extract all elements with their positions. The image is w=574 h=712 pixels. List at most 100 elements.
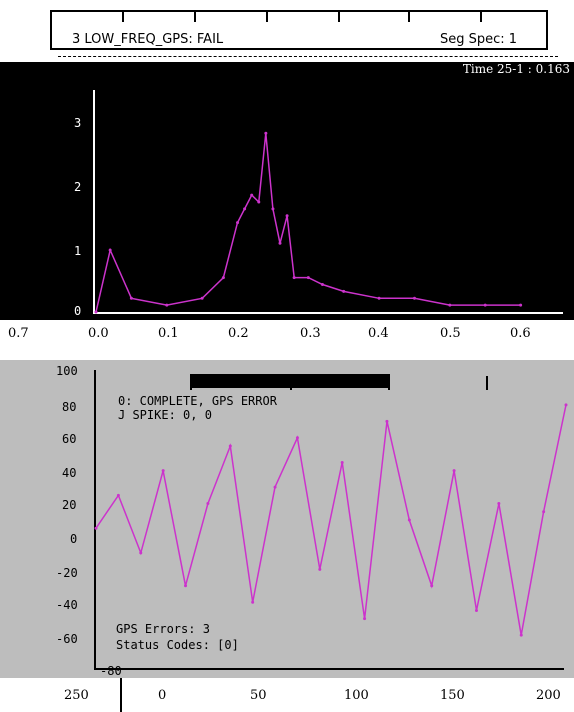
timeseries-y-tick: 80 — [62, 400, 77, 414]
timeseries-series-point — [116, 493, 120, 497]
timeseries-series-point — [295, 436, 299, 440]
timeseries-series-point — [161, 469, 165, 473]
timeseries-x-tick: 200 — [536, 688, 561, 703]
timeseries-series-point — [251, 600, 255, 604]
spectrum-series-point — [519, 303, 523, 307]
header-tick — [408, 12, 410, 22]
timeseries-series-point — [184, 584, 188, 588]
spectrum-y-tick: 0 — [74, 304, 82, 318]
spectrum-series-point — [200, 296, 204, 300]
spectrum-x-tick: 0.5 — [440, 326, 461, 341]
timeseries-series-point — [340, 460, 344, 464]
timeseries-x-tick: 250 — [64, 688, 89, 703]
timeseries-series-point — [318, 567, 322, 571]
spectrum-series-point — [129, 296, 133, 300]
timeseries-y-axis — [94, 370, 96, 670]
timeseries-y-tick: 100 — [56, 364, 78, 378]
timeseries-marker-band — [190, 374, 390, 388]
timeseries-series-point — [474, 608, 478, 612]
timeseries-top-tick — [486, 376, 488, 390]
cursor-line[interactable] — [120, 678, 122, 712]
spectrum-x-tick: 0.3 — [300, 326, 321, 341]
spectrum-series-point — [243, 207, 247, 211]
spectrum-series-point — [320, 283, 324, 286]
spectrum-y-tick: 3 — [74, 116, 82, 130]
timeseries-series — [95, 404, 567, 636]
timeseries-x-tick: 100 — [344, 688, 369, 703]
spectrum-x-tick: 0.6 — [510, 326, 531, 341]
timeseries-y-tick: 40 — [62, 466, 77, 480]
timeseries-series-point — [430, 584, 434, 588]
spectrum-series-point — [94, 310, 98, 314]
time-label: Time 25-1 : 0.163 — [462, 62, 570, 76]
timeseries-series-point — [139, 551, 143, 555]
spectrum-chart — [94, 131, 523, 314]
spectrum-series-point — [285, 214, 289, 218]
timeseries-y-tick: 0 — [70, 532, 78, 546]
timeseries-series-point — [363, 617, 367, 621]
legend-line-1: 0: COMPLETE, GPS ERROR — [118, 394, 277, 408]
status-codes-label: Status Codes: [0] — [116, 638, 239, 652]
spectrum-y-tick: 1 — [74, 244, 82, 258]
timeseries-series-point — [564, 403, 568, 407]
spectrum-series-point — [278, 241, 282, 245]
spectrum-x-tick: 0.4 — [368, 326, 389, 341]
timeseries-y-tick: -40 — [56, 598, 78, 612]
seg-spec-label: Seg Spec: 1 — [440, 32, 518, 47]
legend-line-2: J SPIKE: 0, 0 — [118, 408, 212, 422]
timeseries-y-tick: 60 — [62, 432, 77, 446]
timeseries-series-point — [228, 444, 232, 448]
timeseries-series-point — [519, 633, 523, 637]
spectrum-series-point — [236, 221, 240, 225]
spectrum-x-tick: 0.2 — [228, 326, 249, 341]
spectrum-x-labels — [0, 320, 574, 358]
spectrum-x-axis — [93, 312, 563, 314]
status-header: 3 LOW_FREQ_GPS: FAIL Seg Spec: 1 — [50, 10, 548, 50]
timeseries-y-tick: -60 — [56, 632, 78, 646]
timeseries-series-point — [542, 510, 546, 514]
spectrum-series-point — [412, 296, 416, 300]
spectrum-series-point — [250, 193, 254, 197]
spectrum-series-point — [306, 276, 310, 280]
spectrum-series-point — [448, 303, 452, 307]
spectrum-series-point — [342, 289, 346, 293]
timeseries-series-point — [407, 518, 411, 522]
header-tick — [480, 12, 482, 22]
timeseries-y-tick: -20 — [56, 566, 78, 580]
timeseries-series-point — [452, 469, 456, 473]
timeseries-series-point — [94, 526, 98, 530]
spectrum-y-tick: 2 — [74, 180, 82, 194]
gps-errors-label: GPS Errors: 3 — [116, 622, 210, 636]
divider — [58, 56, 558, 61]
timeseries-x-labels — [0, 678, 574, 712]
timeseries-series-point — [206, 502, 210, 506]
timeseries-y-tick: 20 — [62, 498, 77, 512]
spectrum-x-tick: 0.1 — [158, 326, 179, 341]
spectrum-series-point — [257, 200, 261, 204]
header-tick — [338, 12, 340, 22]
spectrum-series-point — [271, 207, 275, 211]
spectrum-series-point — [264, 131, 268, 135]
header-tick — [266, 12, 268, 22]
spectrum-panel — [0, 62, 574, 320]
spectrum-series-point — [292, 276, 296, 280]
spectrum-series-point — [165, 303, 169, 307]
timeseries-x-tick: 0 — [158, 688, 167, 703]
timeseries-x-tick: 150 — [440, 688, 465, 703]
spectrum-series-point — [483, 303, 487, 307]
timeseries-x-axis — [94, 668, 564, 670]
spectrum-series-point — [377, 296, 381, 300]
header-tick — [122, 12, 124, 22]
status-label: 3 LOW_FREQ_GPS: FAIL — [72, 32, 224, 47]
spectrum-x-tick: 0.0 — [88, 326, 109, 341]
spectrum-x-tick: 0.7 — [8, 326, 29, 341]
spectrum-series-point — [108, 248, 112, 252]
timeseries-series-point — [497, 502, 501, 506]
timeseries-x-tick: 50 — [250, 688, 267, 703]
spectrum-series-point — [221, 276, 225, 280]
timeseries-series-point — [273, 485, 277, 489]
timeseries-series-point — [385, 419, 389, 423]
header-tick — [194, 12, 196, 22]
timeseries-y-tick: -80 — [100, 664, 122, 678]
